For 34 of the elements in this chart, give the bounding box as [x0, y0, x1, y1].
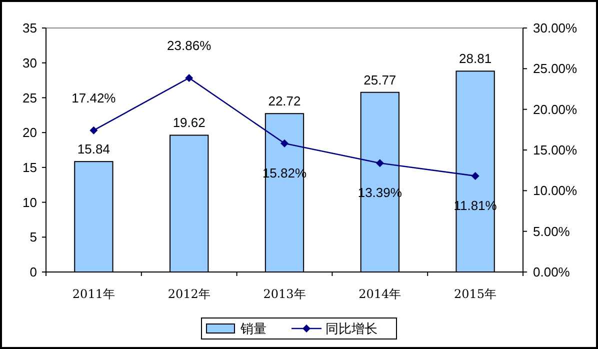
point — [185, 74, 194, 82]
legend-label: 同比增长 — [326, 321, 378, 336]
x-tick-label: 2011年 — [72, 287, 115, 301]
y2-tick-label: 25.00% — [533, 61, 578, 76]
y2-tick-label: 0.00% — [533, 264, 570, 280]
y-tick-label: 5 — [30, 230, 37, 245]
legend-label: 销量 — [240, 321, 266, 336]
data-label: 28.81 — [459, 51, 492, 66]
x-tick-label: 2014年 — [358, 287, 402, 301]
y2-tick-label: 15.00% — [533, 142, 578, 158]
y2-tick-label: 10.00% — [533, 183, 578, 198]
y2-tick-label: 5.00% — [533, 224, 570, 239]
data-label: 17.42% — [72, 90, 116, 106]
data-label: 15.84 — [77, 142, 110, 157]
data-label: 25.77 — [364, 72, 396, 88]
y2-tick-label: 20.00% — [533, 102, 578, 117]
y-tick-label: 25 — [22, 90, 37, 106]
x-tick-label: 2015年 — [454, 287, 497, 301]
y-tick-label: 35 — [22, 20, 37, 36]
data-label: 19.62 — [172, 115, 206, 130]
y-tick-label: 15 — [22, 160, 37, 175]
point — [471, 172, 480, 180]
y-tick-label: 0 — [30, 264, 37, 280]
point — [376, 159, 384, 168]
y2-tick-label: 30.00% — [533, 20, 578, 36]
point — [280, 139, 288, 148]
x-tick-label: 2013年 — [263, 287, 306, 301]
data-label: 23.86% — [167, 38, 212, 53]
x-tick-label: 2012年 — [168, 287, 210, 301]
point — [90, 126, 98, 134]
y-tick-label: 30 — [22, 55, 37, 70]
y-tick-label: 20 — [22, 125, 37, 140]
y-tick-label: 10 — [22, 194, 37, 210]
data-label: 22.72 — [268, 94, 301, 109]
